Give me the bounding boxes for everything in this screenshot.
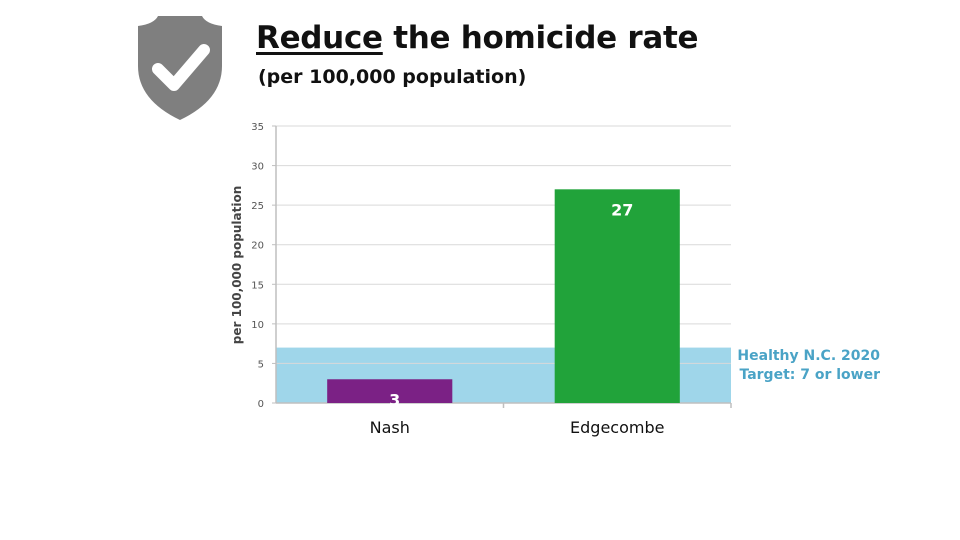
- y-tick-label: 30: [251, 162, 264, 173]
- shield-shape: [138, 16, 222, 120]
- y-tick-label: 15: [251, 280, 264, 291]
- bar-edgecombe: [554, 189, 680, 403]
- target-annotation-line1: Healthy N.C. 2020: [737, 348, 880, 364]
- x-tick-label: Edgecombe: [570, 418, 664, 437]
- data-label: 3: [389, 390, 400, 409]
- y-tick-label: 5: [258, 359, 264, 370]
- x-tick-label: Nash: [370, 418, 410, 437]
- page-subtitle: (per 100,000 population): [258, 66, 527, 88]
- y-tick-label: 0: [258, 399, 264, 410]
- title-rest: the homicide rate: [382, 20, 699, 56]
- y-tick-label: 20: [251, 241, 264, 252]
- y-tick-label: 25: [251, 201, 264, 212]
- y-tick-label: 10: [251, 320, 264, 331]
- target-annotation: Healthy N.C. 2020 Target: 7 or lower: [720, 347, 880, 385]
- title-emphasis: Reduce: [256, 20, 383, 56]
- data-label: 27: [611, 200, 633, 219]
- target-annotation-line2: Target: 7 or lower: [739, 367, 880, 383]
- bar-nash: [327, 379, 453, 403]
- y-tick-label: 35: [251, 122, 264, 133]
- checkmark: [152, 44, 210, 91]
- y-axis-title: per 100,000 population: [230, 186, 244, 344]
- shield-check-icon: [138, 16, 222, 120]
- page-title: Reduce the homicide rate: [256, 20, 699, 56]
